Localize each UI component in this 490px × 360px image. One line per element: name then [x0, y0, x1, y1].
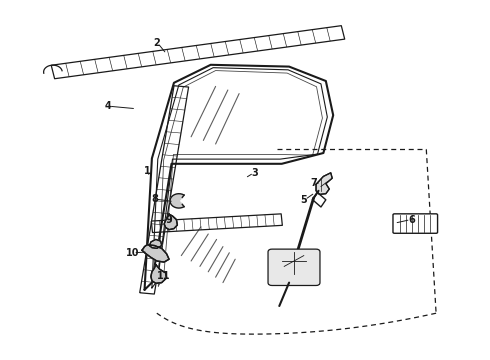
Text: 9: 9	[166, 215, 172, 225]
Polygon shape	[149, 239, 162, 248]
Polygon shape	[142, 245, 169, 262]
Text: 2: 2	[153, 38, 160, 48]
Polygon shape	[151, 265, 167, 283]
Text: 6: 6	[408, 215, 415, 225]
Text: 10: 10	[125, 248, 139, 258]
Text: 8: 8	[151, 194, 158, 204]
Text: 5: 5	[300, 195, 307, 205]
Polygon shape	[164, 214, 177, 230]
FancyBboxPatch shape	[268, 249, 320, 285]
Text: 7: 7	[310, 178, 317, 188]
Text: 4: 4	[104, 101, 111, 111]
FancyBboxPatch shape	[393, 214, 438, 233]
Text: 3: 3	[251, 168, 258, 178]
Text: 1: 1	[144, 166, 150, 176]
Wedge shape	[170, 194, 184, 207]
Polygon shape	[316, 173, 332, 194]
Text: 11: 11	[157, 271, 171, 282]
